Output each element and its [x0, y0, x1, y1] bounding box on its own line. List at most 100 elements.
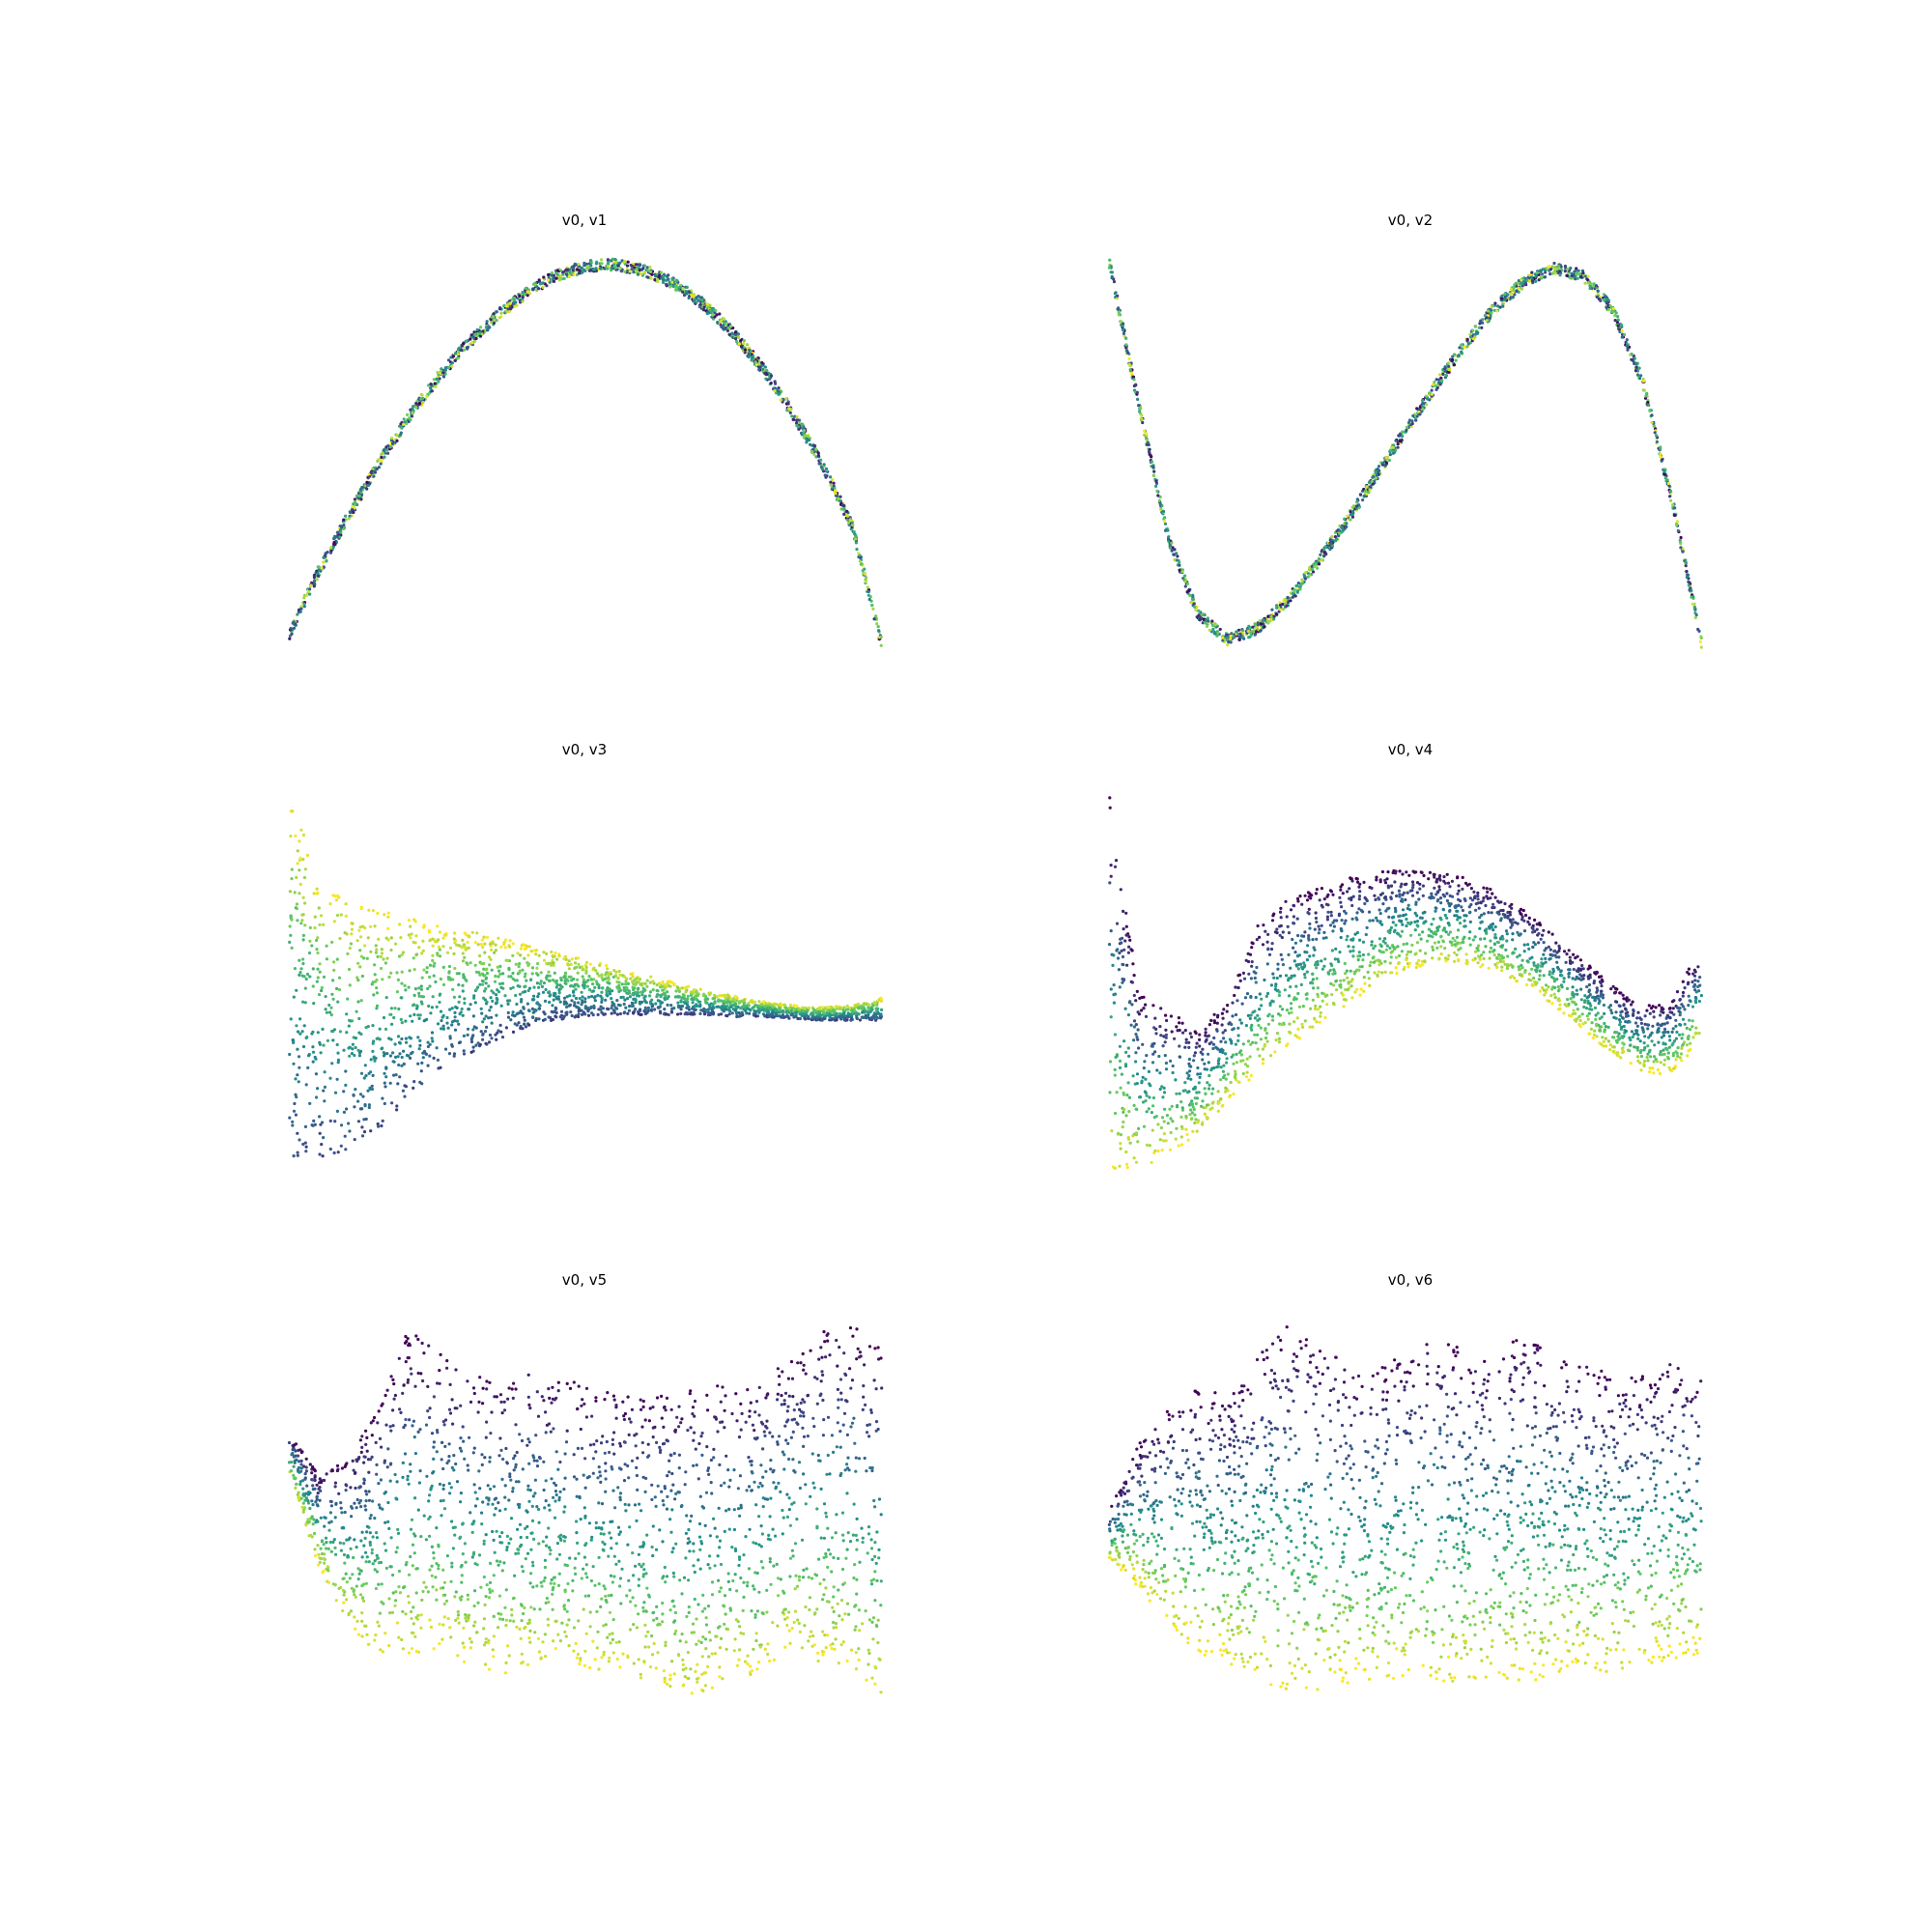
scatter-point — [1251, 625, 1255, 629]
scatter-point — [460, 1007, 464, 1011]
scatter-point — [582, 983, 586, 987]
scatter-point — [1256, 623, 1260, 627]
scatter-point — [1152, 473, 1156, 478]
scatter-point — [483, 1030, 488, 1034]
scatter-point — [301, 833, 305, 838]
scatter-point — [391, 1051, 395, 1055]
scatter-point — [289, 627, 293, 631]
scatter-point — [1510, 296, 1514, 299]
scatter-point — [734, 332, 738, 336]
scatter-point — [363, 1104, 367, 1108]
scatter-point — [451, 987, 455, 991]
scatter-point — [331, 979, 335, 982]
scatter-point — [1137, 404, 1141, 408]
scatter-point — [375, 1004, 380, 1008]
scatter-point — [745, 343, 750, 347]
scatter-point — [325, 559, 328, 563]
scatter-point — [469, 961, 472, 965]
scatter-point — [1259, 629, 1263, 633]
scatter-point — [636, 272, 640, 276]
scatter-point — [1396, 442, 1400, 446]
scatter-point — [665, 282, 668, 286]
scatter-point — [292, 1062, 296, 1065]
scatter-point — [582, 980, 587, 984]
scatter-point — [399, 936, 403, 940]
scatter-point — [550, 950, 554, 954]
scatter-point — [874, 614, 878, 618]
scatter-point — [531, 287, 535, 292]
scatter-point — [374, 951, 378, 954]
scatter-point — [563, 981, 567, 985]
scatter-point — [384, 1065, 388, 1069]
scatter-point — [329, 1006, 333, 1009]
scatter-point — [425, 394, 429, 398]
scatter-point — [375, 986, 379, 990]
scatter-point — [591, 982, 595, 986]
scatter-point — [632, 997, 636, 1001]
scatter-point — [421, 995, 425, 999]
scatter-point — [418, 1013, 422, 1017]
scatter-point — [1563, 270, 1567, 273]
scatter-point — [563, 975, 567, 979]
scatter-point — [375, 948, 379, 952]
scatter-point — [471, 1034, 475, 1037]
scatter-point — [481, 1020, 485, 1024]
scatter-point — [430, 1006, 434, 1009]
scatter-point — [357, 1054, 361, 1058]
scatter-point — [548, 979, 552, 983]
scatter-point — [450, 364, 454, 368]
scatter-point — [441, 375, 446, 379]
scatter-point — [711, 1005, 715, 1009]
scatter-point — [372, 474, 376, 478]
scatter-point — [391, 1060, 395, 1064]
scatter-point — [757, 367, 761, 372]
scatter-point — [740, 1006, 744, 1009]
scatter-point — [1202, 612, 1206, 617]
scatter-point — [570, 957, 574, 961]
scatter-point — [390, 436, 394, 440]
scatter-point — [534, 949, 539, 952]
scatter-point — [479, 1007, 483, 1010]
scatter-point — [1314, 564, 1318, 569]
scatter-point — [318, 1152, 322, 1156]
scatter-point — [655, 995, 659, 999]
scatter-point — [1279, 608, 1283, 611]
scatter-point — [509, 986, 513, 990]
scatter-point — [1154, 479, 1158, 483]
scatter-point — [515, 979, 519, 982]
scatter-point — [298, 958, 301, 962]
scatter-point — [576, 971, 580, 975]
scatter-point — [458, 995, 462, 999]
scatter-point — [866, 585, 869, 589]
scatter-point — [337, 987, 341, 992]
scatter-point — [381, 978, 384, 981]
scatter-point — [313, 925, 317, 930]
scatter-point — [294, 1093, 298, 1096]
scatter-point — [515, 303, 519, 307]
scatter-point — [589, 978, 594, 981]
scatter-point — [1124, 336, 1128, 340]
scatter-point — [701, 301, 705, 305]
scatter-point — [447, 978, 451, 981]
scatter-point — [474, 987, 479, 991]
scatter-point — [763, 1005, 767, 1009]
scatter-point — [786, 1015, 790, 1019]
scatter-point — [877, 629, 881, 633]
scatter-point — [1434, 384, 1437, 387]
scatter-point — [630, 268, 634, 271]
scatter-point — [426, 1064, 430, 1067]
scatter-point — [865, 1009, 868, 1013]
scatter-point — [457, 1040, 462, 1045]
scatter-point — [503, 946, 507, 950]
scatter-point — [370, 1087, 374, 1092]
scatter-point — [1241, 635, 1245, 639]
scatter-point — [879, 1016, 883, 1020]
scatter-point — [384, 961, 387, 965]
scatter-point — [1426, 397, 1430, 401]
scatter-point — [653, 1008, 657, 1011]
scatter-point — [1522, 282, 1526, 286]
scatter-point — [1473, 325, 1478, 328]
scatter-point — [1595, 295, 1599, 299]
scatter-point — [880, 1008, 884, 1011]
scatter-point — [294, 906, 298, 910]
